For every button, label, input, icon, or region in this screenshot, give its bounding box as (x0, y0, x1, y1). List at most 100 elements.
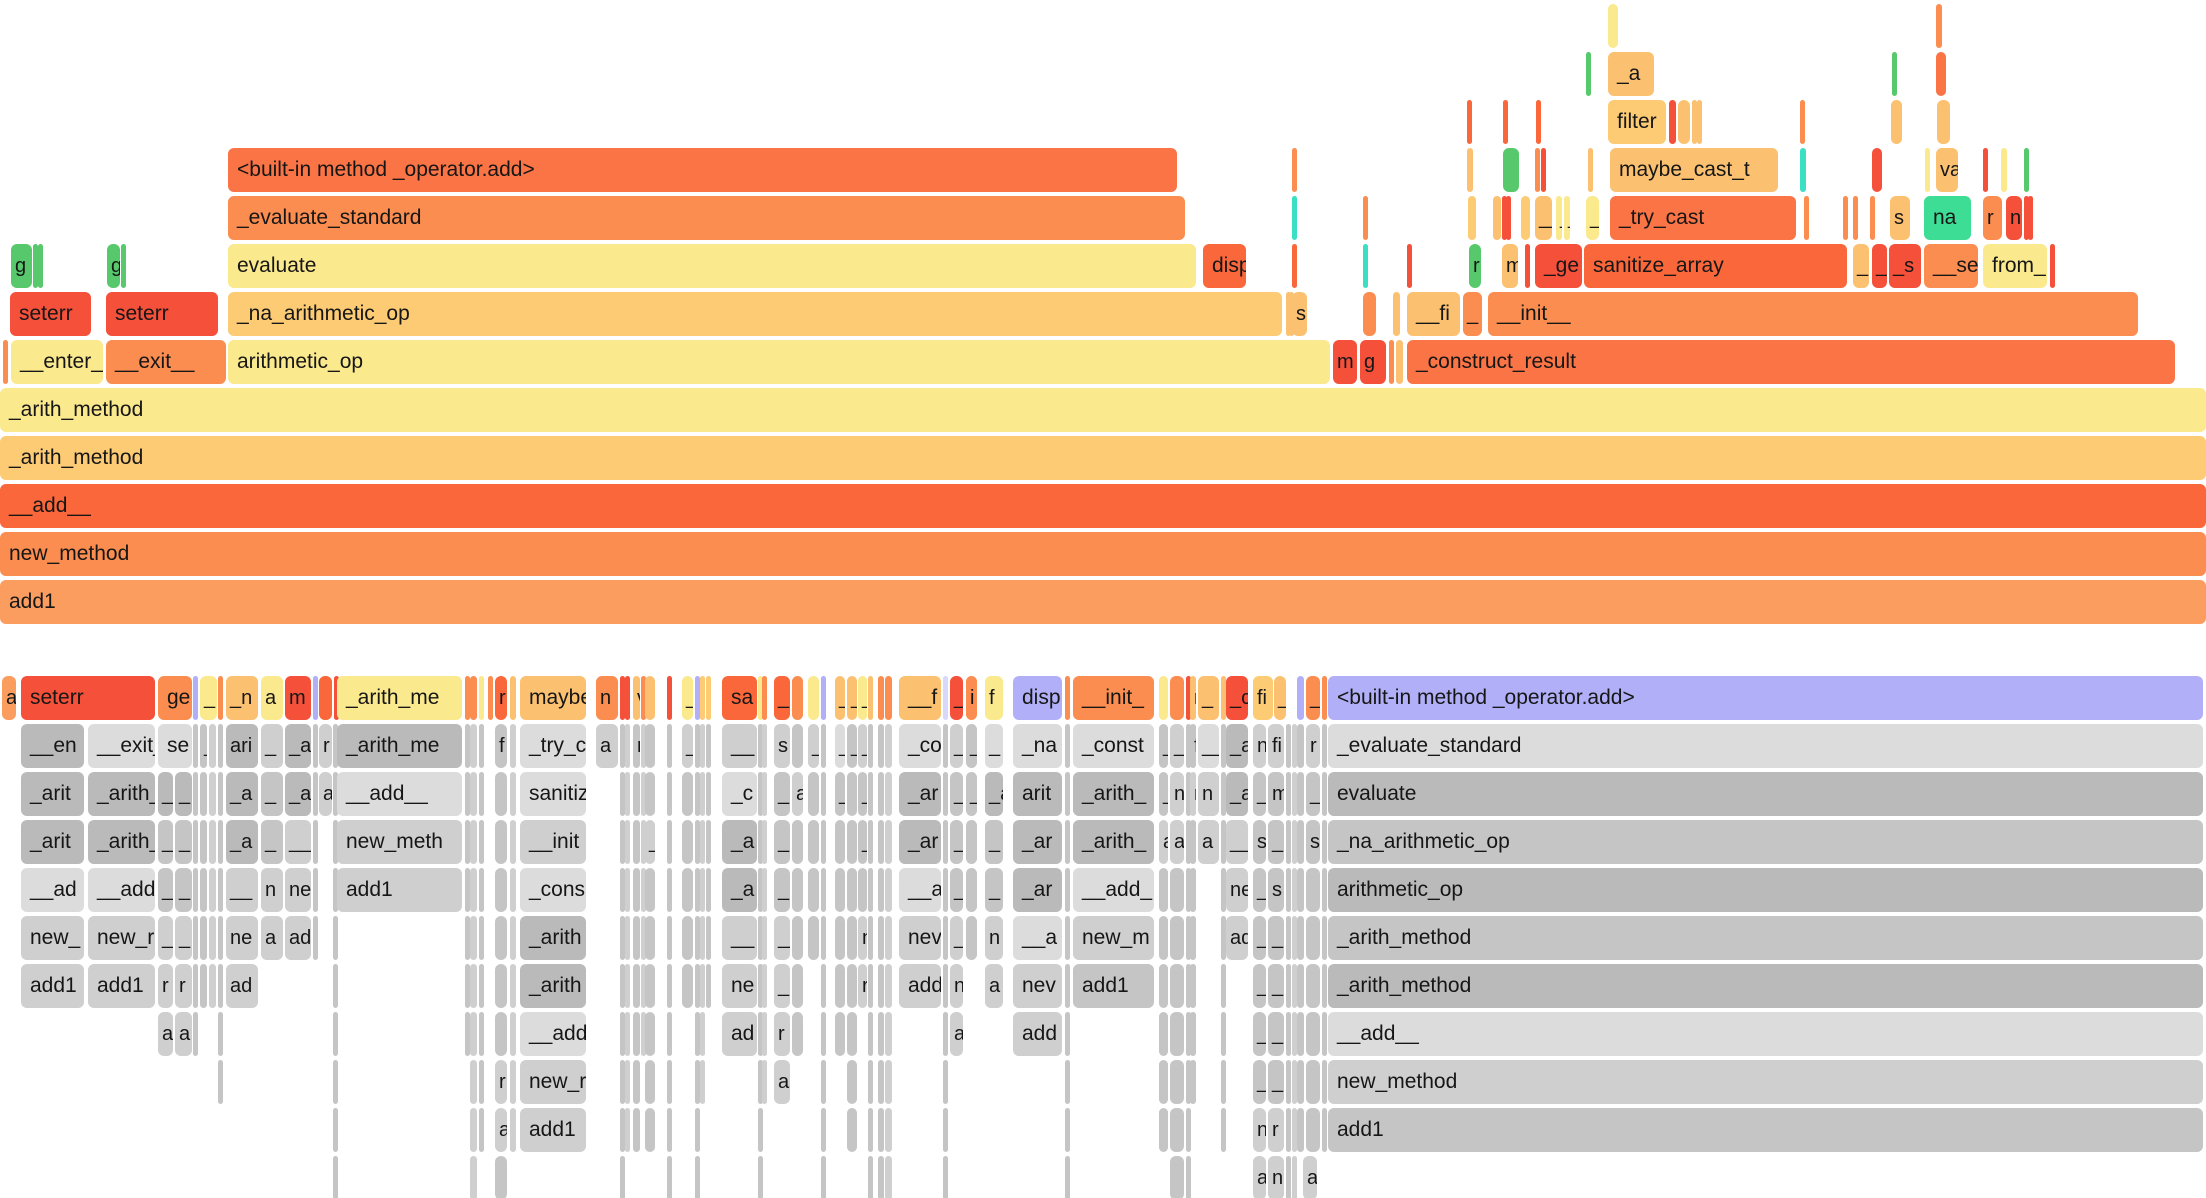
caller-frame-bar[interactable] (1286, 964, 1291, 1008)
caller-frame-bar[interactable] (218, 916, 223, 960)
caller-frame-a[interactable]: a (985, 964, 1003, 1008)
flame-frame-n[interactable]: n (2006, 196, 2022, 240)
caller-frame-bar[interactable]: _ (682, 724, 693, 768)
caller-frame-bar[interactable] (847, 964, 857, 1008)
leaf-frame-bar[interactable] (218, 676, 223, 720)
caller-frame-bar[interactable] (333, 1156, 338, 1198)
caller-frame-bar[interactable] (1159, 868, 1168, 912)
caller-frame-bar[interactable] (479, 772, 484, 816)
leaf-frame-bar[interactable] (695, 676, 700, 720)
caller-frame-init[interactable]: __init (520, 820, 586, 864)
caller-frame-a[interactable]: a (596, 724, 618, 768)
flame-frame-bar[interactable] (1800, 148, 1806, 192)
caller-frame-bar[interactable] (510, 1108, 516, 1152)
leaf-frame-bar[interactable] (1186, 676, 1191, 720)
caller-frame-bar[interactable] (1190, 1060, 1196, 1104)
caller-frame-bar[interactable]: _ (1253, 1012, 1266, 1056)
caller-frame-bar[interactable] (470, 1108, 477, 1152)
caller-frame-bar[interactable]: _ (175, 868, 192, 912)
caller-frame-bar[interactable] (1292, 1060, 1297, 1104)
caller-frame-bar[interactable]: __ (1198, 724, 1219, 768)
caller-frame-bar[interactable] (510, 1012, 516, 1056)
flame-frame-evaluate[interactable]: evaluate (228, 244, 1196, 288)
flame-frame-exit[interactable]: __exit__ (106, 340, 226, 384)
caller-frame-bar[interactable] (1190, 964, 1196, 1008)
caller-frame-bar[interactable]: _ (985, 724, 1003, 768)
caller-frame-bar[interactable] (645, 868, 655, 912)
caller-frame-new[interactable]: new_ (21, 916, 84, 960)
caller-frame-bar[interactable] (758, 772, 763, 816)
flame-frame-bar[interactable]: _ (1556, 196, 1562, 240)
caller-frame-bar[interactable]: _ (950, 916, 963, 960)
caller-frame-bar[interactable] (333, 964, 338, 1008)
caller-frame-bar[interactable]: _ (175, 916, 192, 960)
caller-frame-bar[interactable] (943, 724, 948, 768)
caller-frame-bar[interactable]: _ (966, 724, 977, 768)
caller-frame-a[interactable]: a (261, 916, 283, 960)
leaf-frame-bar[interactable] (641, 676, 646, 720)
caller-frame-bar[interactable] (620, 916, 625, 960)
caller-frame-bar[interactable] (1297, 964, 1304, 1008)
flame-frame-bar[interactable] (1493, 196, 1501, 240)
leaf-frame-bar[interactable]: _ (835, 676, 845, 720)
caller-frame-bar[interactable] (1292, 1108, 1297, 1152)
caller-frame-bar[interactable]: _ (966, 772, 977, 816)
caller-frame-add[interactable]: __add (520, 1012, 586, 1056)
caller-frame-a[interactable]: _a (722, 820, 757, 864)
caller-frame-bar[interactable] (885, 1060, 892, 1104)
caller-frame-bar[interactable] (700, 724, 705, 768)
leaf-frame-disp[interactable]: disp (1013, 676, 1062, 720)
caller-frame-bar[interactable] (1286, 724, 1291, 768)
caller-frame-bar[interactable] (878, 1060, 884, 1104)
caller-frame-bar[interactable] (667, 772, 672, 816)
caller-frame-bar[interactable] (1190, 916, 1196, 960)
caller-frame-bar[interactable] (1297, 820, 1304, 864)
caller-frame-bar[interactable] (193, 868, 198, 912)
leaf-frame-bar[interactable] (645, 676, 655, 720)
caller-frame-bar[interactable] (943, 1060, 948, 1104)
caller-frame-bar[interactable] (470, 916, 477, 960)
caller-frame-bar[interactable] (495, 1156, 507, 1198)
caller-frame-bar[interactable] (706, 724, 711, 768)
caller-frame-bar[interactable] (641, 1012, 646, 1056)
caller-frame-add[interactable]: add (1013, 1012, 1062, 1056)
caller-frame-ar[interactable]: _ar (1013, 820, 1062, 864)
caller-frame-bar[interactable] (762, 916, 767, 960)
caller-frame-bar[interactable] (495, 820, 507, 864)
caller-frame-r[interactable]: r (319, 724, 332, 768)
flame-frame-r[interactable]: r (1983, 196, 2002, 240)
caller-frame-bar[interactable]: _ (1268, 916, 1284, 960)
caller-frame-bar[interactable] (943, 1108, 948, 1152)
caller-frame-bar[interactable]: __ (226, 868, 258, 912)
caller-frame-bar[interactable] (1065, 1060, 1070, 1104)
caller-frame-bar[interactable]: _ (835, 724, 845, 768)
leaf-frame-bar[interactable]: _ (774, 676, 790, 720)
caller-frame-bar[interactable] (1292, 1012, 1297, 1056)
caller-frame-bar[interactable] (1322, 1108, 1327, 1152)
caller-frame-bar[interactable]: _ (158, 820, 173, 864)
flame-frame-bar[interactable] (2001, 148, 2007, 192)
caller-frame-bar[interactable] (495, 916, 507, 960)
flame-frame-s[interactable]: _s (1889, 244, 1921, 288)
caller-frame-bar[interactable]: _ (985, 868, 1003, 912)
caller-frame-bar[interactable] (943, 1156, 948, 1198)
leaf-frame-bar[interactable] (470, 676, 477, 720)
flame-frame-g[interactable]: g (11, 244, 32, 288)
caller-frame-ar[interactable]: _ar (899, 772, 941, 816)
leaf-frame-bar[interactable] (479, 676, 484, 720)
caller-frame-bar[interactable] (1186, 868, 1191, 912)
caller-frame-arit[interactable]: _arit (21, 772, 84, 816)
caller-frame-arit[interactable]: _arit (21, 820, 84, 864)
caller-frame-bar[interactable]: _ (774, 820, 790, 864)
caller-frame-bar[interactable] (762, 1060, 767, 1104)
flame-frame-bar[interactable] (1292, 244, 1297, 288)
caller-frame-bar[interactable] (1159, 964, 1168, 1008)
flame-frame-bar[interactable]: __ (1535, 196, 1552, 240)
flame-frame-bar[interactable] (1937, 100, 1950, 144)
flame-frame-bar[interactable] (1697, 100, 1702, 144)
caller-frame-bar[interactable] (868, 964, 873, 1008)
flame-frame-na[interactable]: na (1924, 196, 1971, 240)
caller-frame-bar[interactable] (625, 772, 630, 816)
caller-frame-bar[interactable] (1065, 820, 1070, 864)
flame-frame-built-in-method-operator-add[interactable]: <built-in method _operator.add> (228, 148, 1177, 192)
